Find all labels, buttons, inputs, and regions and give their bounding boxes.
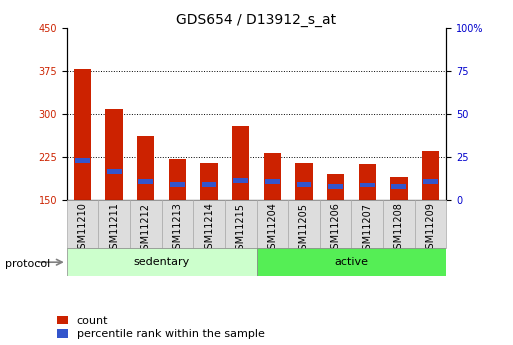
Bar (170, 182, 185, 187)
Bar (74, 69, 91, 200)
Bar (232, 127, 249, 200)
Bar (75, 158, 90, 163)
Bar (202, 182, 216, 187)
Bar (359, 164, 376, 200)
Text: GSM11212: GSM11212 (141, 203, 151, 256)
Text: sedentary: sedentary (133, 257, 190, 267)
Bar (383, 200, 415, 248)
Text: GSM11209: GSM11209 (425, 203, 436, 255)
Text: GSM11213: GSM11213 (172, 203, 183, 255)
Bar (225, 200, 256, 248)
Text: GSM11205: GSM11205 (299, 203, 309, 256)
Bar (360, 183, 374, 187)
Bar (139, 179, 153, 184)
Bar (256, 200, 288, 248)
Bar (162, 200, 193, 248)
Bar (193, 200, 225, 248)
Text: GSM11204: GSM11204 (267, 203, 278, 255)
Bar (415, 200, 446, 248)
Text: GSM11208: GSM11208 (394, 203, 404, 255)
Bar (130, 200, 162, 248)
Bar (423, 179, 438, 184)
Text: GSM11210: GSM11210 (77, 203, 88, 255)
Bar (320, 200, 351, 248)
Bar (265, 179, 280, 184)
Bar (327, 174, 344, 200)
Bar (201, 163, 218, 200)
Legend: count, percentile rank within the sample: count, percentile rank within the sample (57, 316, 265, 339)
Bar (351, 200, 383, 248)
Bar (297, 182, 311, 187)
Bar (137, 136, 154, 200)
Bar (98, 200, 130, 248)
Bar (328, 184, 343, 189)
Text: GSM11215: GSM11215 (235, 203, 246, 256)
Text: GSM11207: GSM11207 (362, 203, 372, 256)
Bar (264, 153, 281, 200)
Text: active: active (334, 257, 368, 267)
Text: GSM11206: GSM11206 (330, 203, 341, 255)
Bar (169, 159, 186, 200)
Bar (233, 178, 248, 183)
Bar (288, 200, 320, 248)
Text: GSM11214: GSM11214 (204, 203, 214, 255)
Bar (391, 184, 406, 189)
Text: GSM11211: GSM11211 (109, 203, 119, 255)
Bar (390, 177, 407, 200)
Bar (67, 200, 98, 248)
Bar (256, 248, 446, 276)
Bar (422, 151, 439, 200)
Bar (106, 109, 123, 200)
Bar (67, 248, 256, 276)
Bar (107, 169, 122, 174)
Bar (295, 163, 312, 200)
Title: GDS654 / D13912_s_at: GDS654 / D13912_s_at (176, 12, 337, 27)
Text: protocol: protocol (5, 259, 50, 269)
